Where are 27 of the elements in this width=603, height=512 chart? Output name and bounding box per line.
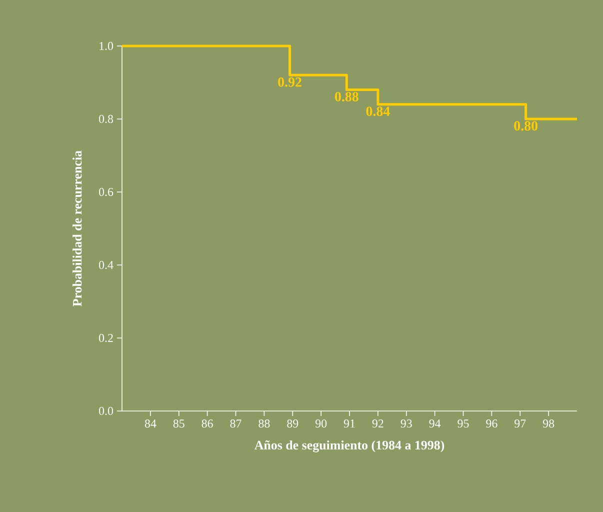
x-tick-label: 90 (315, 420, 327, 428)
x-tick-label: 88 (258, 420, 270, 428)
x-tick-label: 93 (400, 420, 412, 428)
x-axis-title: Años de seguimiento (1984 a 1998) (254, 440, 444, 452)
x-tick-label: 84 (144, 420, 156, 428)
y-tick-label: 0.6 (98, 188, 114, 196)
annotation: 0.80 (514, 121, 538, 131)
x-tick-label: 89 (287, 420, 298, 428)
y-axis-title: Probabilidad de recurrencia (72, 150, 82, 306)
x-tick-label: 91 (344, 420, 355, 428)
annotation: 0.88 (334, 92, 358, 102)
x-tick-label: 98 (542, 420, 554, 428)
x-tick-label: 94 (429, 420, 441, 428)
x-tick-label: 87 (230, 420, 242, 428)
annotation: 0.92 (278, 77, 302, 87)
x-tick-label: 96 (486, 420, 498, 428)
y-tick-label: 1.0 (100, 42, 114, 50)
y-tick-label: 0.0 (98, 406, 114, 416)
x-tick-label: 95 (458, 420, 469, 428)
y-tick-label: 0.8 (98, 114, 114, 124)
y-tick-label: 0.2 (98, 334, 113, 342)
x-tick-label: 86 (202, 420, 213, 428)
y-tick-label: 0.4 (98, 260, 114, 270)
annotation: 0.84 (366, 106, 390, 116)
x-tick-label: 97 (514, 420, 526, 428)
x-tick-label: 92 (372, 420, 384, 428)
x-tick-label: 85 (173, 420, 184, 428)
